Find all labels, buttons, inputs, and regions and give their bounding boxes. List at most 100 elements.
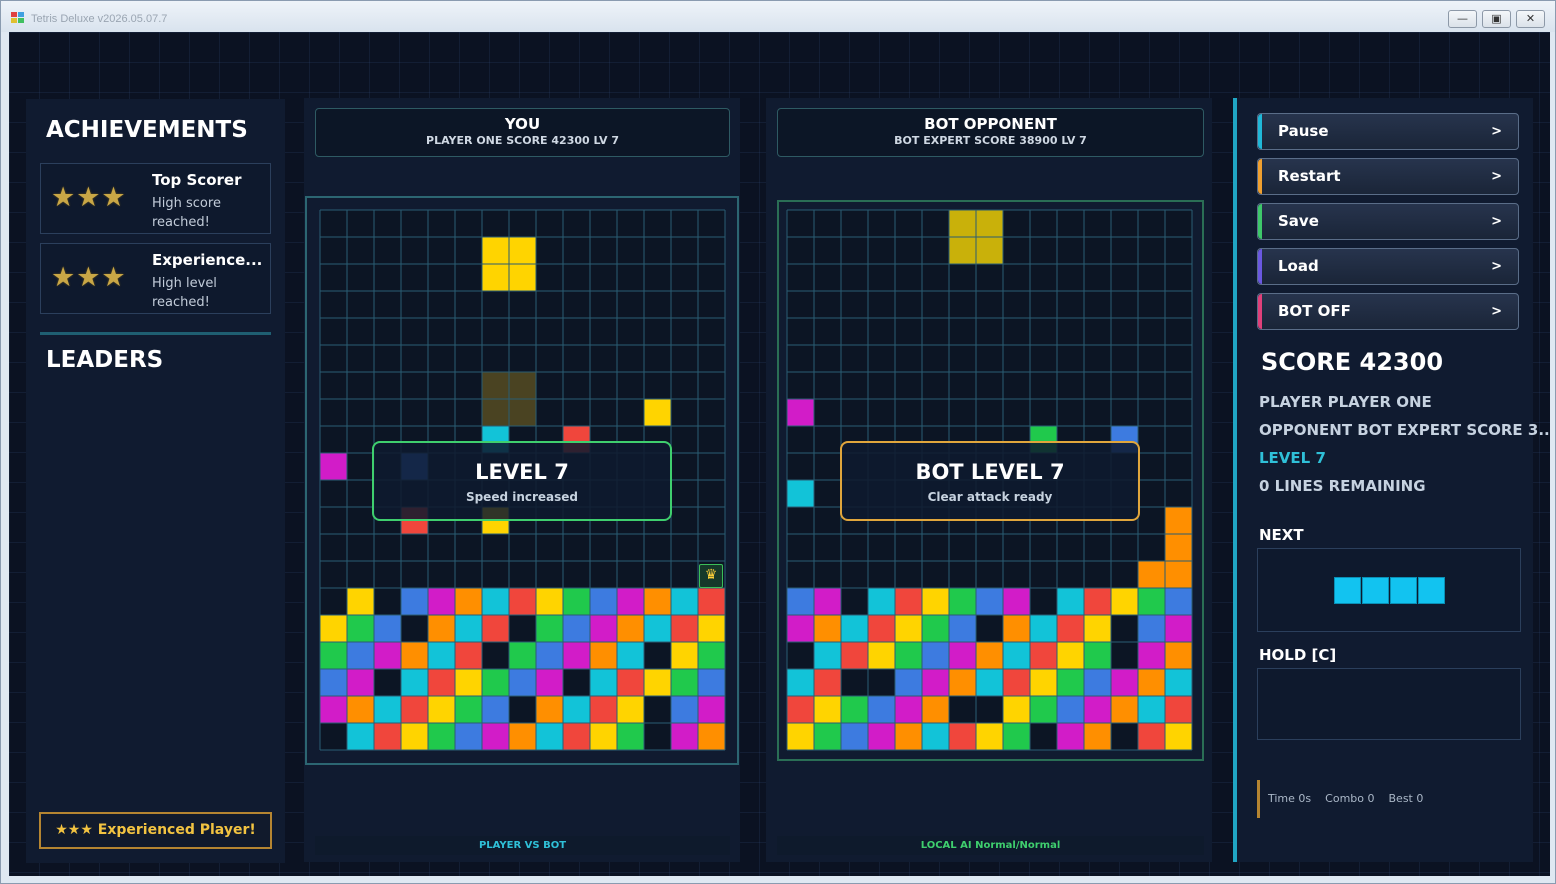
stack-block (401, 642, 428, 669)
stack-block (617, 588, 644, 615)
game-stats: Time 0s Combo 0 Best 0 (1257, 780, 1423, 818)
chevron-right-icon: > (1491, 124, 1502, 139)
hold-piece-box[interactable] (1257, 668, 1521, 740)
stack-block (1057, 615, 1084, 642)
restart-button[interactable]: Restart > (1257, 158, 1519, 195)
stack-block (976, 669, 1003, 696)
stack-block (563, 723, 590, 750)
stack-block (1165, 615, 1192, 642)
stack-block (1003, 696, 1030, 723)
stack-block (1111, 588, 1138, 615)
stack-block (1138, 561, 1165, 588)
stack-block (868, 642, 895, 669)
stack-block (1165, 669, 1192, 696)
stack-block (671, 588, 698, 615)
stack-block (428, 588, 455, 615)
stack-block (1057, 723, 1084, 750)
falling-piece-block (976, 210, 1003, 237)
achievement-title: Experience... (152, 251, 263, 269)
stack-block (1084, 723, 1111, 750)
stack-block (671, 642, 698, 669)
stack-block (563, 615, 590, 642)
bot-footer: LOCAL AI Normal/Normal (777, 836, 1204, 855)
stack-block (1003, 669, 1030, 696)
stack-block (1084, 642, 1111, 669)
stack-block (976, 723, 1003, 750)
falling-piece-block (482, 264, 509, 291)
stack-block (949, 723, 976, 750)
falling-piece-block (949, 237, 976, 264)
overlay-subtitle: Clear attack ready (927, 490, 1053, 504)
achievements-title: ACHIEVEMENTS (46, 117, 248, 143)
stack-block (401, 669, 428, 696)
stack-block (617, 696, 644, 723)
stack-block (1165, 588, 1192, 615)
stack-block (455, 588, 482, 615)
achievements-panel: ACHIEVEMENTS ★★★ Top Scorer High score r… (26, 99, 285, 863)
stack-block (949, 642, 976, 669)
falling-piece-block (509, 264, 536, 291)
stack-block (455, 615, 482, 642)
stack-block (787, 588, 814, 615)
bot-header-subtitle: BOT EXPERT SCORE 38900 LV 7 (894, 134, 1087, 147)
save-button[interactable]: Save > (1257, 203, 1519, 240)
falling-piece-block (509, 237, 536, 264)
overlay-title: BOT LEVEL 7 (915, 460, 1065, 484)
player-footer: PLAYER VS BOT (315, 836, 730, 855)
stack-block (617, 642, 644, 669)
stack-block (428, 723, 455, 750)
level-line: LEVEL 7 (1259, 449, 1326, 467)
title-bar[interactable]: Tetris Deluxe v2026.05.07.7 — ▣ ✕ (1, 1, 1555, 32)
stack-block (841, 696, 868, 723)
window-title: Tetris Deluxe v2026.05.07.7 (31, 13, 168, 25)
stack-block (787, 615, 814, 642)
stack-block (814, 588, 841, 615)
stack-block (1003, 642, 1030, 669)
bot-toggle-button[interactable]: BOT OFF > (1257, 293, 1519, 330)
stack-block (1111, 696, 1138, 723)
ghost-piece-block (509, 399, 536, 426)
stack-block (536, 642, 563, 669)
stack-block (787, 669, 814, 696)
stack-block (590, 615, 617, 642)
stack-block (644, 669, 671, 696)
stack-block (1030, 642, 1057, 669)
load-button[interactable]: Load > (1257, 248, 1519, 285)
opponent-line: OPPONENT BOT EXPERT SCORE 3... (1259, 421, 1550, 439)
stack-block (644, 588, 671, 615)
stack-block (401, 696, 428, 723)
stack-block (509, 723, 536, 750)
stack-block (814, 723, 841, 750)
stack-block (347, 588, 374, 615)
stack-block (814, 642, 841, 669)
stack-block (617, 723, 644, 750)
button-label: Save (1278, 212, 1319, 230)
stack-block (644, 615, 671, 642)
stack-block (949, 669, 976, 696)
player-board[interactable]: ♛ LEVEL 7 Speed increased (305, 196, 739, 765)
stack-block (563, 588, 590, 615)
stack-block (590, 642, 617, 669)
minimize-button[interactable]: — (1448, 10, 1477, 28)
stack-block (671, 723, 698, 750)
stack-block (1138, 615, 1165, 642)
stack-block (644, 399, 671, 426)
stack-block (922, 669, 949, 696)
stack-block (536, 669, 563, 696)
maximize-button[interactable]: ▣ (1482, 10, 1511, 28)
stack-block (698, 723, 725, 750)
achievement-card: ★★★ Top Scorer High score reached! (40, 163, 271, 234)
stack-block (374, 696, 401, 723)
close-button[interactable]: ✕ (1516, 10, 1545, 28)
stack-block (347, 642, 374, 669)
pause-button[interactable]: Pause > (1257, 113, 1519, 150)
hold-label: HOLD [C] (1259, 646, 1337, 664)
stack-block (1138, 642, 1165, 669)
stack-block (347, 615, 374, 642)
stack-block (428, 696, 455, 723)
achievement-desc: High level reached! (152, 276, 217, 310)
stack-block (868, 723, 895, 750)
stack-block (922, 696, 949, 723)
ghost-piece-block (482, 372, 509, 399)
bot-level-overlay: BOT LEVEL 7 Clear attack ready (840, 441, 1140, 521)
